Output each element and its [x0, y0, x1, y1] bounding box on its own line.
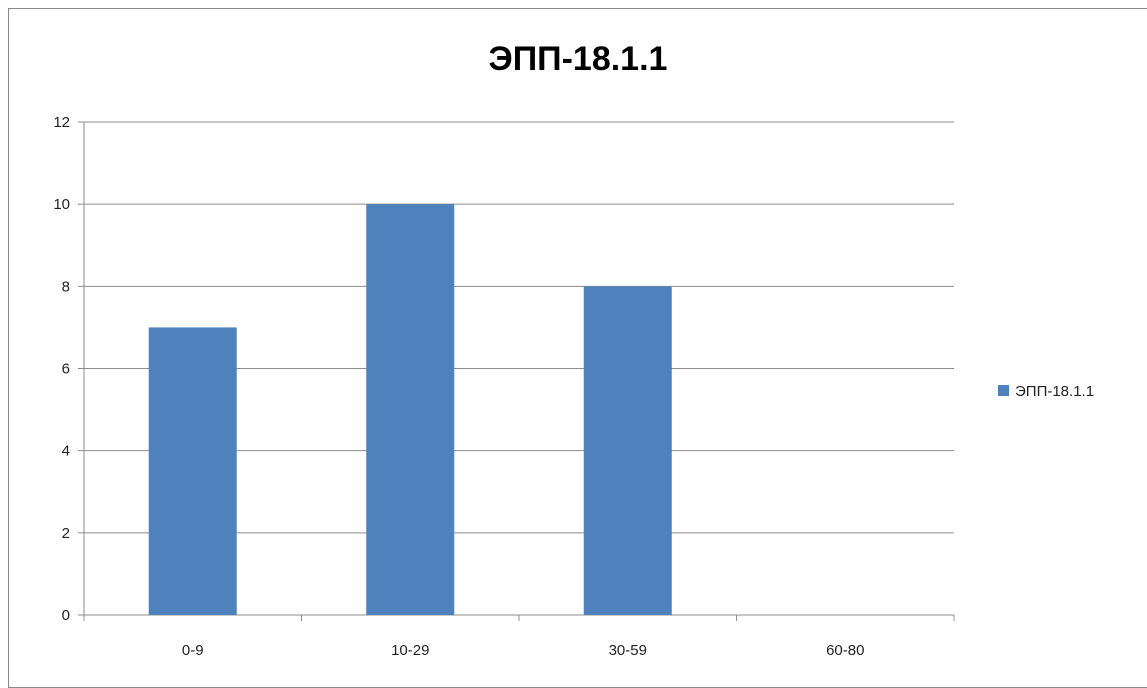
x-tick-label: 30-59	[609, 642, 647, 659]
legend: ЭПП-18.1.1	[998, 383, 1094, 400]
y-tick-labels: 0 2 4 6 8 10 12	[53, 114, 70, 624]
y-tick-label: 2	[62, 525, 70, 542]
y-tick-label: 0	[62, 607, 70, 624]
y-tick-label: 10	[53, 196, 70, 213]
legend-label: ЭПП-18.1.1	[1015, 383, 1094, 400]
y-tick-label: 6	[62, 361, 70, 378]
x-tick-label: 0-9	[182, 642, 204, 659]
legend-swatch	[998, 385, 1009, 396]
bar-0-9	[148, 327, 237, 615]
x-tick-label: 60-80	[826, 642, 864, 659]
chart-title: ЭПП-18.1.1	[489, 40, 668, 78]
bar-10-29	[366, 204, 455, 615]
bar-30-59	[583, 286, 672, 615]
y-tick-label: 12	[53, 114, 70, 131]
bars	[148, 204, 672, 615]
x-tick-labels: 0-9 10-29 30-59 60-80	[182, 642, 865, 659]
y-tick-label: 4	[62, 443, 70, 460]
y-tick-label: 8	[62, 278, 70, 295]
x-tick-label: 10-29	[391, 642, 429, 659]
